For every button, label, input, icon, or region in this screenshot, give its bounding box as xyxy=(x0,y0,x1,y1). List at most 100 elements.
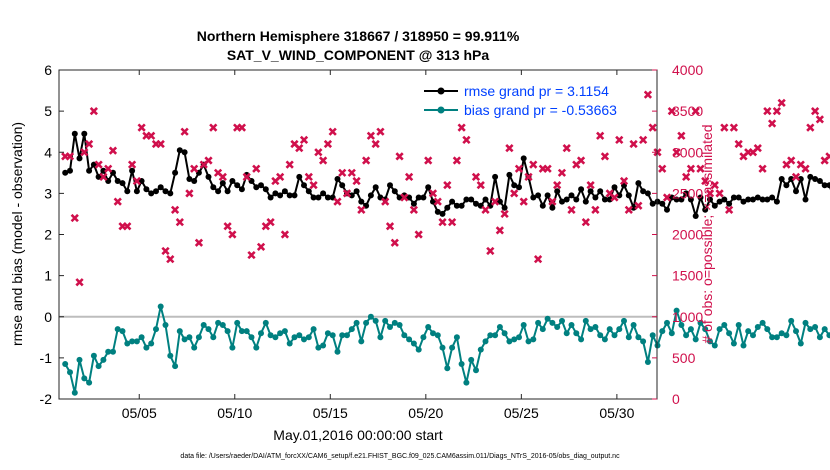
obs-point xyxy=(753,144,762,153)
obs-point xyxy=(108,146,118,155)
bias-point xyxy=(630,322,637,328)
obs-point xyxy=(362,156,371,165)
obs-point xyxy=(204,156,213,165)
rmse-point xyxy=(234,182,241,189)
rmse-point xyxy=(71,130,78,137)
bias-point xyxy=(301,336,307,343)
obs-point xyxy=(319,156,328,165)
bias-point xyxy=(148,340,155,347)
y-axis-right: 0 500 1000 1500 2000 2500 3000 3500 4000 xyxy=(652,62,703,407)
obs-point xyxy=(447,218,457,227)
rmse-point xyxy=(296,173,303,180)
rmse-point xyxy=(745,196,752,203)
obs-point xyxy=(94,160,103,169)
bias-point xyxy=(377,334,384,341)
obs-point xyxy=(763,107,772,116)
obs-series xyxy=(61,90,830,287)
rmse-point xyxy=(434,208,441,215)
bias-point xyxy=(200,322,207,328)
bias-point xyxy=(67,369,73,376)
rmse-point xyxy=(267,194,274,201)
bias-point xyxy=(95,363,102,370)
obs-point xyxy=(658,164,667,173)
bias-point xyxy=(277,330,284,337)
obs-point xyxy=(381,197,390,206)
rmse-point xyxy=(67,167,73,174)
bias-point xyxy=(401,332,408,339)
y-left-tick-label: 2 xyxy=(44,227,52,243)
obs-point xyxy=(810,107,820,116)
rmse-point xyxy=(391,188,398,195)
obs-point xyxy=(137,123,146,132)
bias-point xyxy=(754,324,761,330)
y-axis-right-label: # of obs: o=possible; ×=assimilated xyxy=(699,124,715,343)
bias-point xyxy=(286,340,293,347)
bias-point xyxy=(726,330,733,337)
rmse-point xyxy=(630,204,637,211)
obs-point xyxy=(815,115,824,124)
bias-point xyxy=(353,319,360,326)
rmse-point xyxy=(119,180,126,187)
rmse-point xyxy=(133,188,140,195)
rmse-point xyxy=(387,182,393,189)
obs-point xyxy=(634,201,643,210)
rmse-point xyxy=(129,167,136,174)
rmse-point xyxy=(305,188,312,195)
rmse-point xyxy=(726,200,733,207)
rmse-point xyxy=(606,196,613,203)
rmse-point xyxy=(539,202,546,209)
rmse-point xyxy=(826,182,830,189)
obs-point xyxy=(686,164,696,173)
rmse-point xyxy=(453,202,460,209)
bias-point xyxy=(473,367,479,374)
rmse-point xyxy=(205,173,212,180)
bias-point xyxy=(320,342,327,349)
obs-point xyxy=(209,123,218,132)
bias-point xyxy=(71,389,78,396)
rmse-point xyxy=(114,178,121,184)
obs-point xyxy=(729,123,739,132)
obs-point xyxy=(486,246,495,256)
obs-point xyxy=(772,107,782,116)
rmse-point xyxy=(568,192,575,199)
y-axis-left: -2 -1 0 1 2 3 4 5 6 xyxy=(40,62,64,407)
rmse-point xyxy=(310,194,317,201)
obs-point xyxy=(586,181,595,190)
rmse-point xyxy=(238,186,245,193)
obs-point xyxy=(777,98,786,108)
legend-bias-label: bias grand pr = -0.53663 xyxy=(464,102,617,118)
obs-point xyxy=(596,131,605,140)
obs-point xyxy=(147,131,156,140)
bias-point xyxy=(530,336,537,343)
bias-point xyxy=(821,326,828,333)
obs-point xyxy=(314,148,323,157)
bias-point xyxy=(243,328,250,335)
obs-point xyxy=(127,160,137,169)
obs-point xyxy=(84,139,94,149)
obs-point xyxy=(280,230,290,239)
rmse-point xyxy=(530,194,537,201)
rmse-point xyxy=(262,186,269,193)
y-right-tick-label: 3500 xyxy=(672,103,703,119)
obs-point xyxy=(557,168,567,177)
bias-point xyxy=(783,332,790,339)
bias-point xyxy=(559,317,565,324)
rmse-point xyxy=(592,194,599,201)
obs-point xyxy=(643,90,653,99)
bias-point xyxy=(329,332,336,339)
legend-box xyxy=(416,79,644,121)
obs-point xyxy=(237,123,247,132)
bias-point xyxy=(210,334,217,341)
obs-point xyxy=(519,197,528,206)
rmse-point xyxy=(750,196,756,203)
obs-point xyxy=(170,205,180,214)
legend-rmse-label: rmse grand pr = 3.1154 xyxy=(464,83,609,99)
obs-point xyxy=(299,135,309,145)
bias-point xyxy=(76,356,83,363)
bias-point xyxy=(129,338,136,345)
obs-point xyxy=(734,139,743,149)
bias-point xyxy=(616,326,623,333)
bias-point xyxy=(133,338,140,345)
x-tick-label: 05/05 xyxy=(122,405,157,421)
bias-point xyxy=(172,363,179,370)
